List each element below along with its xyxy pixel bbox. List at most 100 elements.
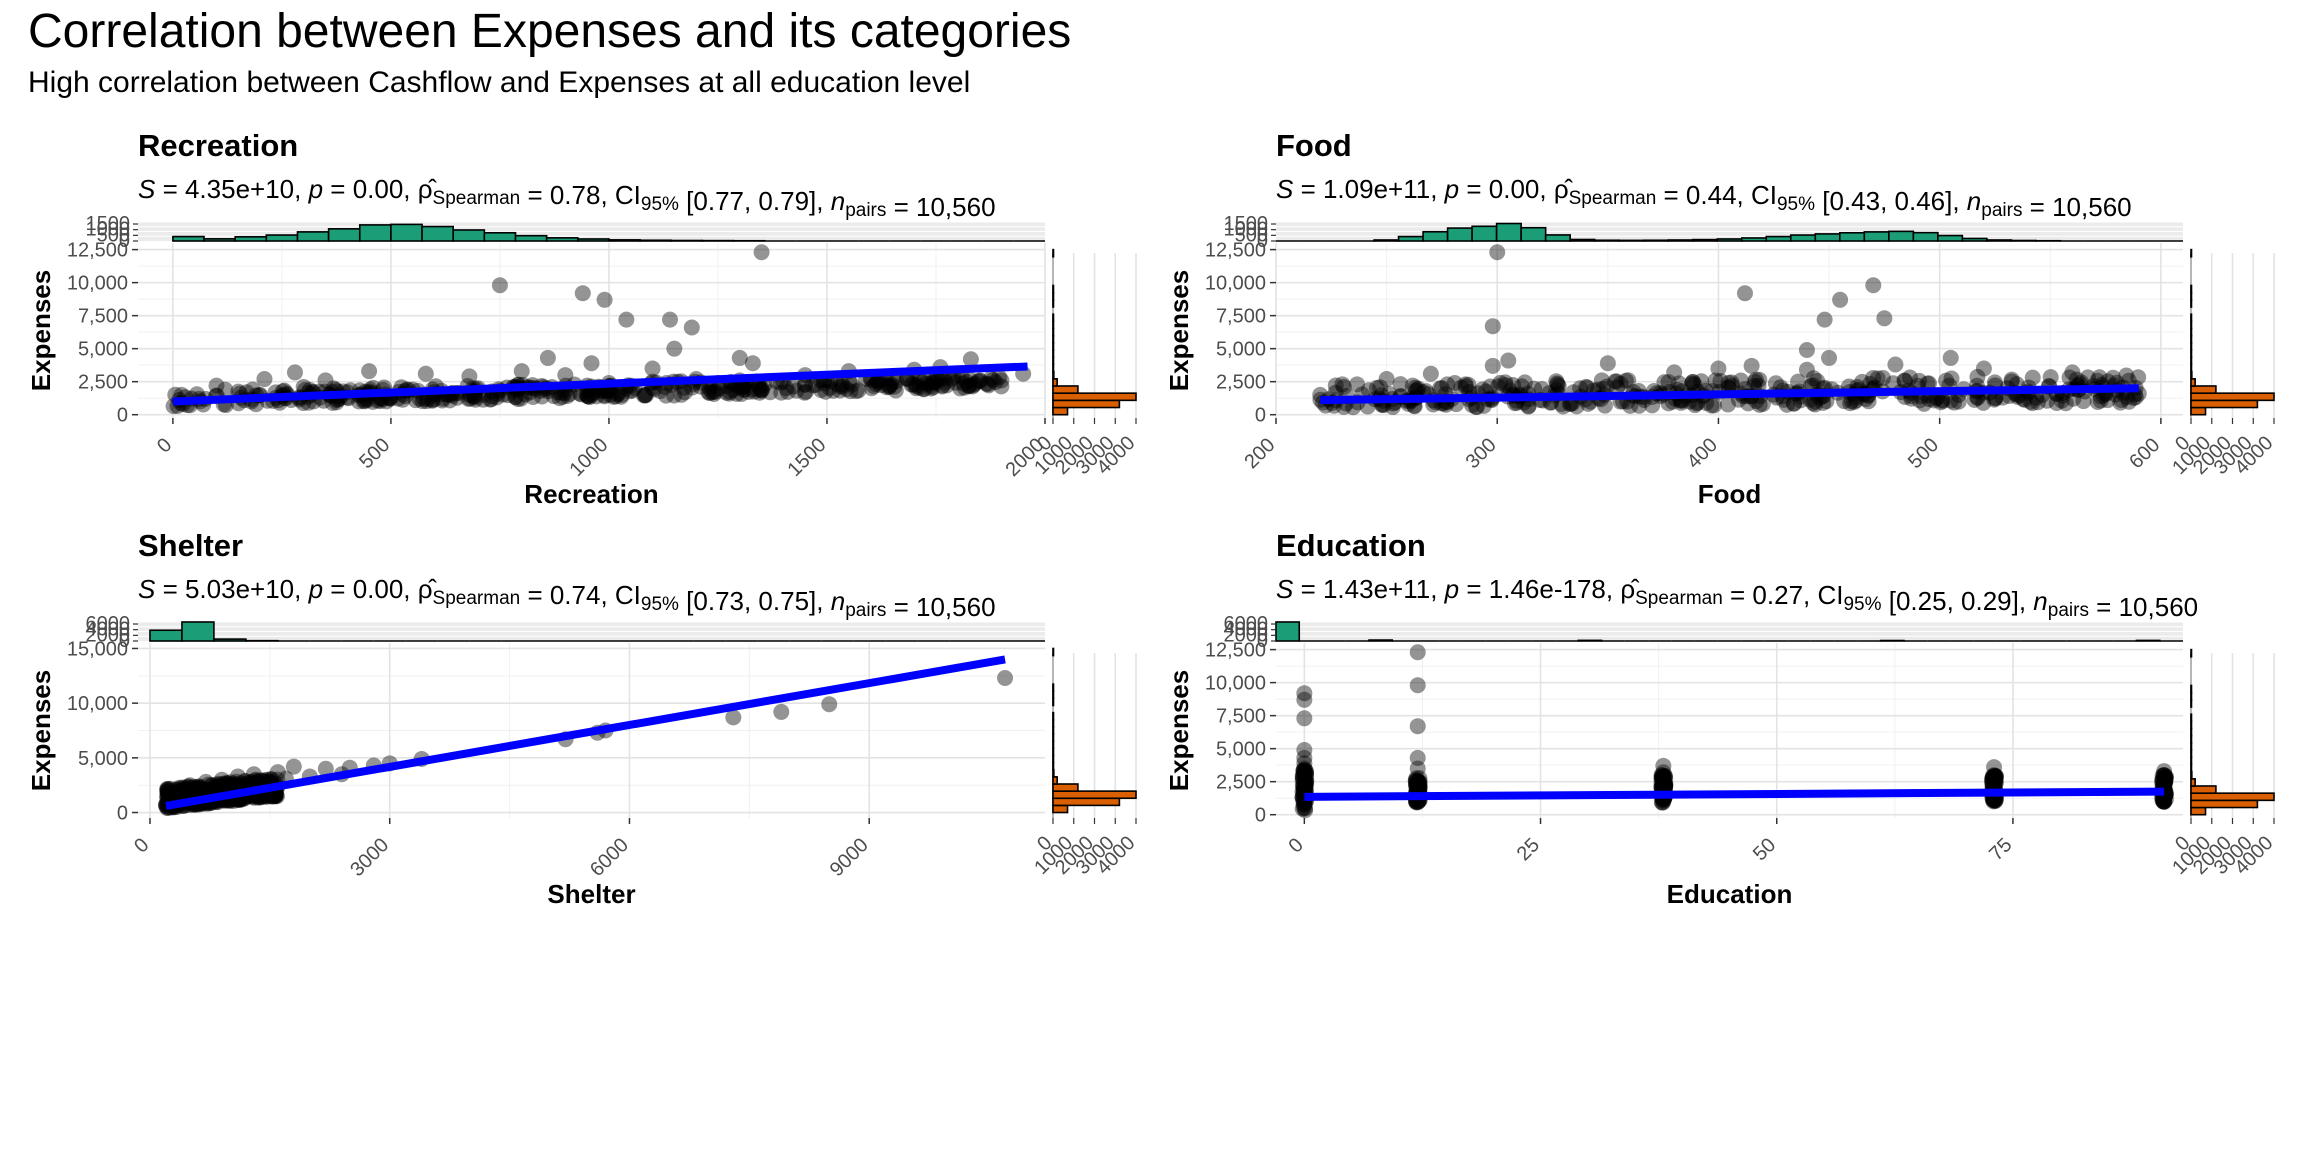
data-point [578,386,595,403]
x-hist-bar [1544,234,1571,242]
data-point [173,784,190,801]
data-point [955,375,972,392]
y-hist-bar [1052,406,1069,416]
data-point [191,778,208,795]
data-point [285,758,302,775]
data-point [1746,373,1763,390]
x-hist-bar [639,239,673,242]
data-point [177,781,194,798]
data-point [1653,769,1670,786]
y-hist-bar [1052,248,1055,258]
data-point [224,776,241,793]
data-point [1984,770,2001,787]
data-point [610,385,627,402]
data-point [911,379,928,396]
data-point [1767,375,1784,392]
y-hist-bar [1052,719,1055,728]
y-hist-bar [1052,349,1055,359]
chart-panel-food: Food S = 1.09e+11, p = 0.00, ρ̂Spearman =… [1164,128,2278,509]
data-point [1296,710,1313,727]
data-point [1407,773,1424,790]
data-point [1411,779,1428,796]
data-point [753,382,770,399]
x-hist-bar [452,229,486,242]
data-point [1805,395,1822,412]
data-point [725,709,742,726]
data-point [1631,397,1648,414]
data-point [171,786,188,803]
panel-stats: S = 1.43e+11, p = 1.46e-178, ρ̂Spearman … [1276,574,2198,622]
data-point [618,311,635,328]
data-point [938,377,955,394]
data-point [1409,775,1426,792]
data-point [869,373,886,390]
data-point [2156,767,2173,784]
data-point [1516,374,1533,391]
x-hist-bar [1495,222,1522,242]
y-hist-bar [2190,291,2193,301]
data-point [1985,793,2002,810]
data-point [2075,393,2092,410]
data-point [979,376,996,393]
data-point [2099,392,2116,409]
data-point [1296,777,1313,794]
y-hist-bar [2190,713,2193,723]
x-hist-bar [1368,639,1394,642]
data-point [2155,793,2172,810]
data-point [1407,379,1424,396]
data-point [915,381,932,398]
y-hist-bar [2190,378,2196,387]
data-point [1938,372,1955,389]
data-point [1408,777,1425,794]
data-point [753,244,770,261]
data-point [797,376,814,393]
data-point [434,390,451,407]
data-point [1751,396,1768,413]
data-point [2154,767,2171,784]
data-point [832,378,849,395]
data-point [1656,768,1673,785]
data-point [2156,792,2173,809]
data-point [467,391,484,408]
y-hist-bar [1052,797,1121,807]
x-hist-bar [1397,235,1424,242]
data-point [266,787,283,804]
data-point [1298,772,1315,789]
data-point [1296,765,1313,782]
data-point [797,383,814,400]
x-tick-label: 0 [153,434,176,457]
data-point [559,387,576,404]
data-point [1934,392,1951,409]
data-point [1296,755,1313,772]
data-point [1786,395,1803,412]
data-point [2065,390,2082,407]
data-point [1723,377,1740,394]
data-point [815,375,832,392]
data-point [1607,373,1624,390]
x-hist-bar [1937,234,1964,242]
data-point [1644,397,1661,414]
data-point [982,370,999,387]
data-point [753,381,770,398]
x-tick-label: 9000 [826,834,873,881]
data-point [834,378,851,395]
x-hist-tick-label: 1500 [1224,213,1269,235]
data-point [1295,777,1312,794]
data-point [1410,773,1427,790]
y-tick-label: 0 [1255,805,1266,827]
y-hist-bar [2190,756,2193,766]
data-point [1599,355,1616,372]
data-point [159,780,176,797]
data-point [958,373,975,390]
data-point [1874,370,1891,387]
data-point [1987,774,2004,791]
data-point [1747,371,1764,388]
y-hist-bar [2190,684,2193,694]
y-hist-bar [1052,342,1055,351]
data-point [1453,379,1470,396]
data-point [1578,378,1595,395]
panel-title: Education [1276,528,1426,563]
x-tick-label: 50 [1749,834,1780,865]
data-point [908,380,925,397]
y-hist-bar [1052,291,1055,301]
